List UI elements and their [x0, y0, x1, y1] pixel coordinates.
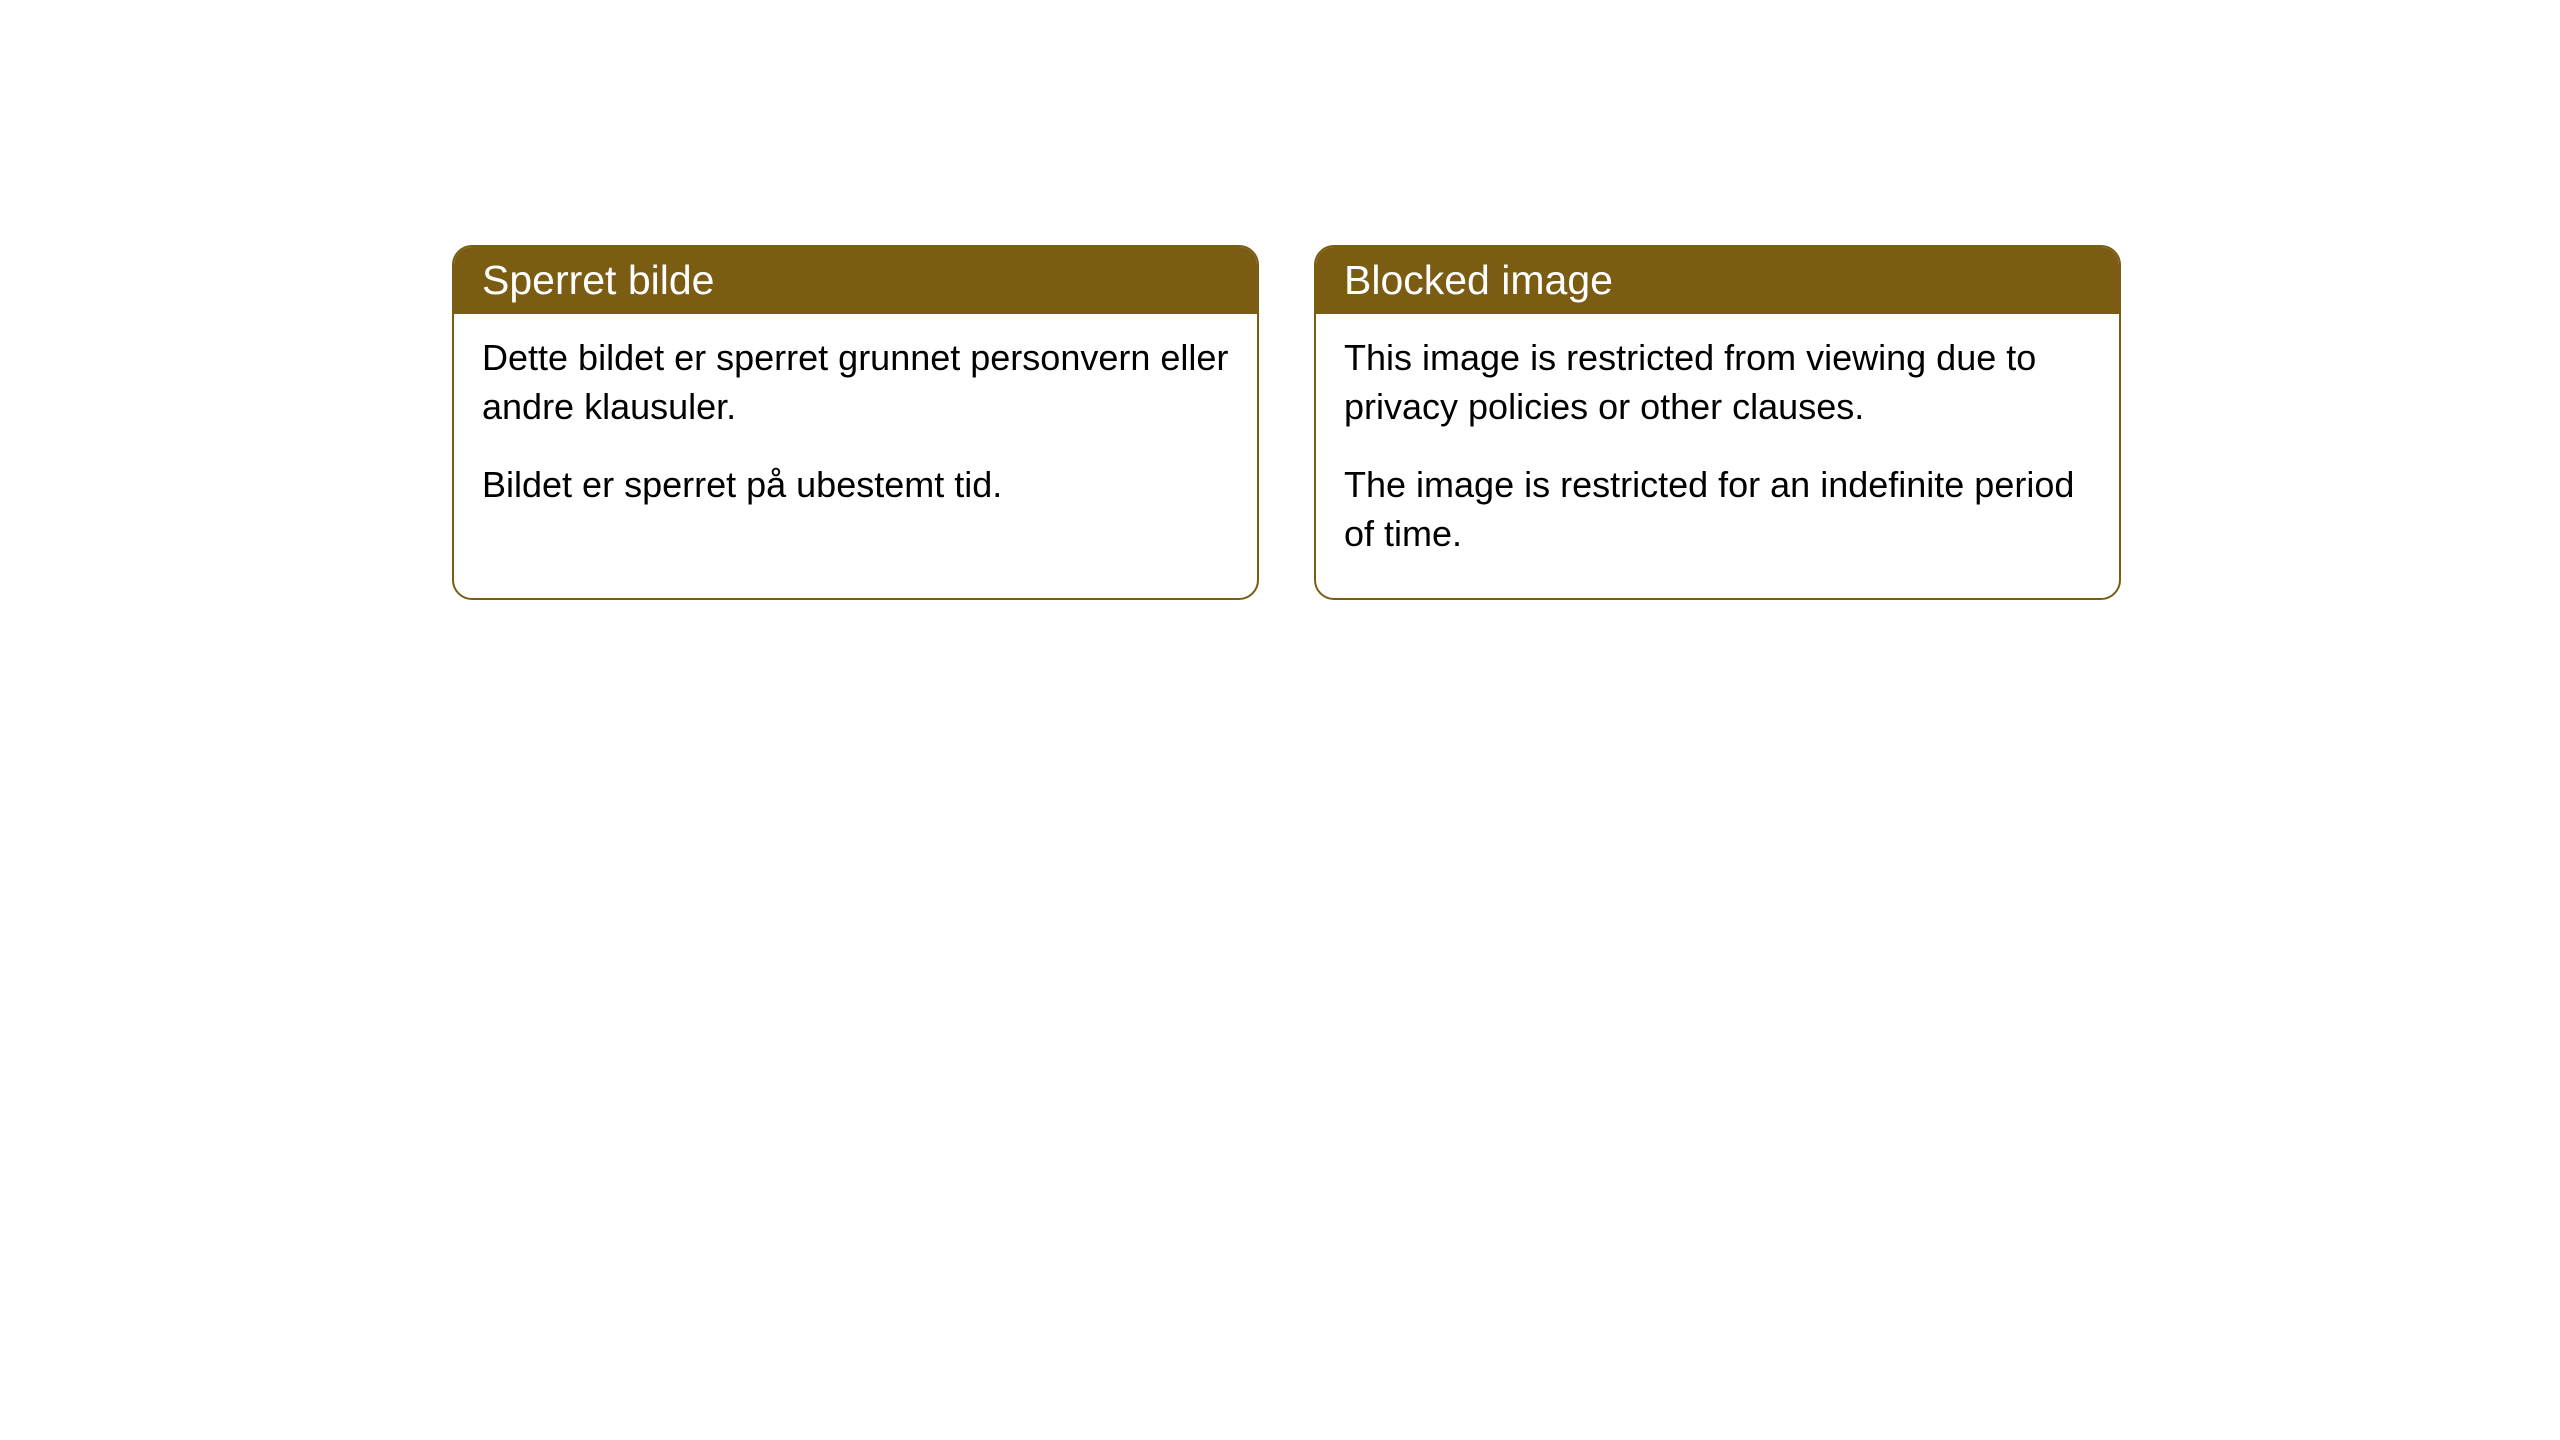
card-header: Blocked image [1316, 247, 2119, 314]
card-paragraph: Bildet er sperret på ubestemt tid. [482, 461, 1229, 510]
notice-container: Sperret bilde Dette bildet er sperret gr… [452, 245, 2121, 600]
card-body: Dette bildet er sperret grunnet personve… [454, 314, 1257, 550]
card-paragraph: The image is restricted for an indefinit… [1344, 461, 2091, 558]
card-body: This image is restricted from viewing du… [1316, 314, 2119, 598]
notice-card-norwegian: Sperret bilde Dette bildet er sperret gr… [452, 245, 1259, 600]
card-paragraph: Dette bildet er sperret grunnet personve… [482, 334, 1229, 431]
notice-card-english: Blocked image This image is restricted f… [1314, 245, 2121, 600]
card-paragraph: This image is restricted from viewing du… [1344, 334, 2091, 431]
card-header: Sperret bilde [454, 247, 1257, 314]
